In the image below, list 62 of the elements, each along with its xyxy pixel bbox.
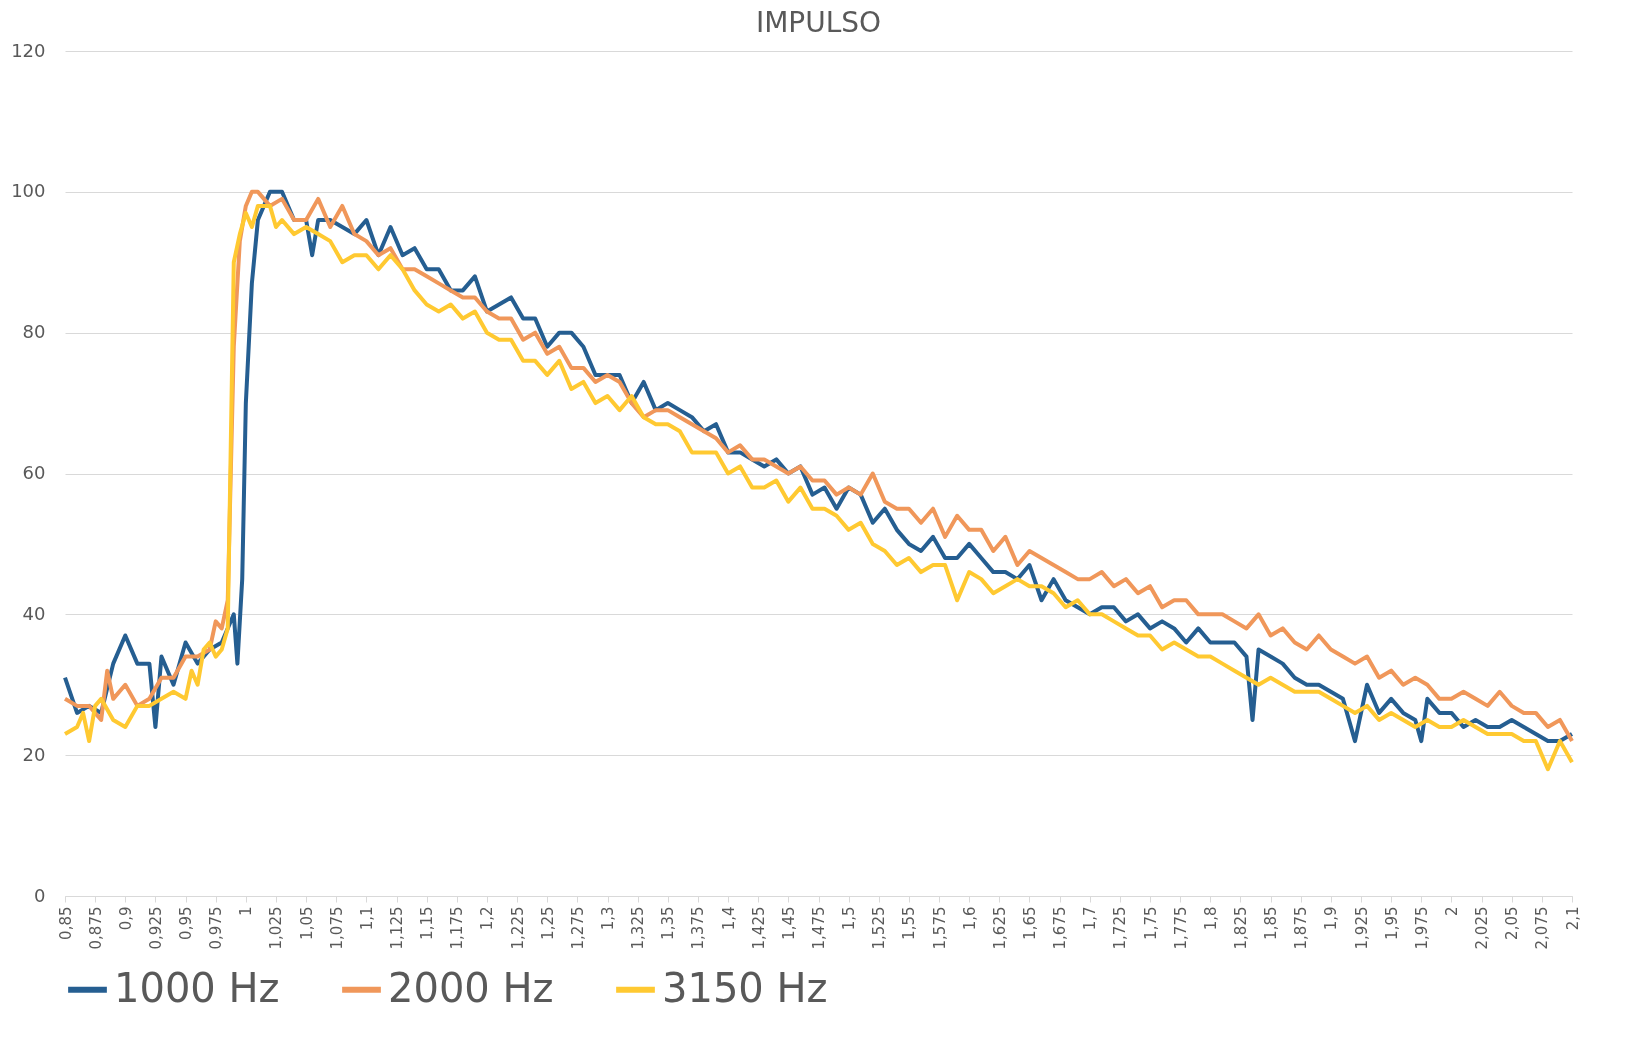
x-tick-label: 1,1 bbox=[357, 906, 376, 931]
x-tick-label: 1 bbox=[237, 906, 256, 917]
x-tick-label: 1,35 bbox=[659, 906, 678, 940]
x-tick-label: 2,05 bbox=[1503, 906, 1522, 940]
y-tick-label: 0 bbox=[34, 884, 46, 906]
x-tick-label: 0,925 bbox=[146, 906, 165, 950]
x-tick-label: 1,375 bbox=[689, 906, 708, 950]
y-tick-label: 60 bbox=[22, 462, 46, 483]
x-tick-label: 1,825 bbox=[1231, 906, 1250, 950]
x-tick-label: 2 bbox=[1442, 906, 1461, 917]
x-tick-label: 1,4 bbox=[719, 906, 738, 931]
x-tick-label: 1,85 bbox=[1262, 906, 1281, 940]
x-tick-label: 0,9 bbox=[116, 906, 135, 931]
x-tick-label: 1,05 bbox=[297, 906, 316, 940]
x-tick-label: 1,925 bbox=[1352, 906, 1371, 950]
y-tick-label: 40 bbox=[22, 602, 46, 624]
chart-title: IMPULSO bbox=[755, 6, 882, 39]
x-tick-label: 1,675 bbox=[1051, 906, 1070, 950]
y-tick-label: 100 bbox=[11, 180, 46, 202]
x-tick-label: 1,95 bbox=[1382, 906, 1401, 940]
legend-label: 1000 Hz bbox=[114, 964, 280, 1011]
x-tick-label: 0,975 bbox=[207, 906, 226, 950]
x-tick-label: 1,125 bbox=[388, 906, 407, 950]
y-tick-label: 120 bbox=[11, 39, 46, 61]
x-tick-label: 0,95 bbox=[177, 906, 196, 940]
x-tick-label: 1,45 bbox=[779, 906, 798, 940]
x-tick-label: 1,175 bbox=[448, 906, 467, 950]
x-tick-label: 1,7 bbox=[1081, 906, 1100, 931]
x-tick-label: 1,5 bbox=[840, 906, 859, 931]
x-tick-label: 1,55 bbox=[900, 906, 919, 940]
x-tick-label: 1,225 bbox=[508, 906, 527, 950]
x-tick-label: 1,9 bbox=[1322, 906, 1341, 931]
x-tick-label: 1,025 bbox=[267, 906, 286, 950]
x-tick-label: 1,6 bbox=[960, 906, 979, 931]
x-tick-label: 1,525 bbox=[870, 906, 889, 950]
x-tick-label: 2,025 bbox=[1473, 906, 1492, 950]
legend-label: 3150 Hz bbox=[662, 964, 828, 1011]
x-tick-label: 1,575 bbox=[930, 906, 949, 950]
x-tick-label: 1,875 bbox=[1292, 906, 1311, 950]
x-tick-label: 1,325 bbox=[629, 906, 648, 950]
x-tick-label: 1,075 bbox=[327, 906, 346, 950]
x-tick-label: 2,1 bbox=[1563, 906, 1582, 931]
x-tick-label: 1,2 bbox=[478, 906, 497, 931]
x-tick-label: 1,15 bbox=[418, 906, 437, 940]
x-tick-label: 2,075 bbox=[1533, 906, 1552, 950]
x-tick-label: 1,425 bbox=[749, 906, 768, 950]
y-tick-label: 80 bbox=[22, 321, 46, 343]
x-tick-label: 1,625 bbox=[990, 906, 1009, 950]
x-tick-label: 0,875 bbox=[86, 906, 105, 950]
x-tick-label: 0,85 bbox=[56, 906, 75, 940]
x-tick-label: 1,475 bbox=[810, 906, 828, 950]
x-tick-label: 1,25 bbox=[538, 906, 557, 940]
x-tick-label: 1,75 bbox=[1141, 906, 1160, 940]
x-tick-label: 1,65 bbox=[1020, 906, 1039, 940]
legend-label: 2000 Hz bbox=[388, 964, 554, 1011]
x-tick-label: 1,3 bbox=[599, 906, 618, 931]
x-tick-label: 1,775 bbox=[1171, 906, 1190, 950]
x-tick-label: 1,725 bbox=[1111, 906, 1130, 950]
x-tick-label: 1,275 bbox=[568, 906, 587, 950]
y-tick-label: 20 bbox=[22, 743, 46, 765]
x-tick-label: 1,975 bbox=[1412, 906, 1431, 950]
x-tick-label: 1,8 bbox=[1201, 906, 1220, 931]
